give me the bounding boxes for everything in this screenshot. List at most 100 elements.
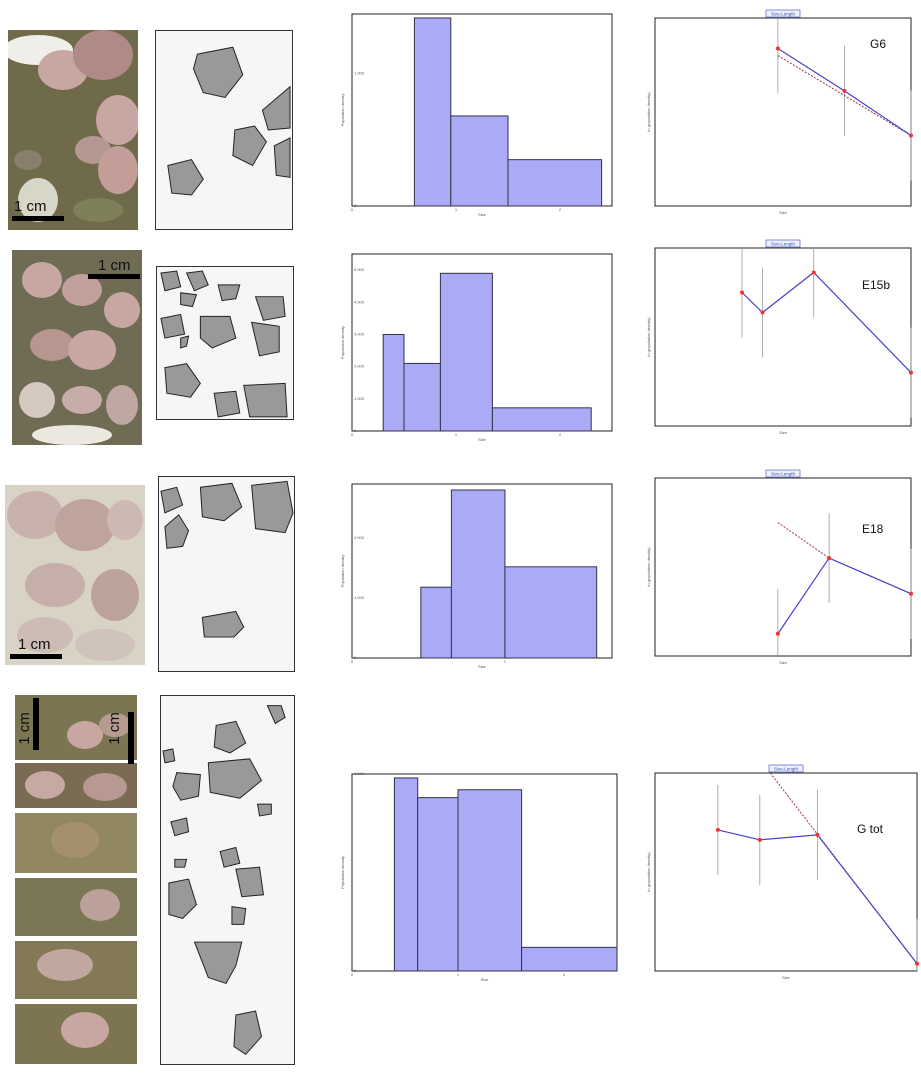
x-axis-label: Size (478, 212, 487, 217)
x-tick-label: 1 (504, 659, 507, 664)
x-tick-label: 2 (559, 207, 562, 212)
data-point (715, 827, 720, 832)
csd-series-line (741, 271, 912, 374)
scale-bar-label: 1 cm (15, 712, 33, 745)
x-axis-label: Size (782, 975, 791, 980)
data-point (760, 310, 765, 315)
y-tick-label: 2.000 (354, 364, 365, 369)
x-axis-label: Size (779, 660, 788, 665)
csd-chart: Size-Length ln (population density) Size (645, 469, 915, 670)
data-point (775, 46, 780, 51)
csd-chart: Size-Length ln (population density) Size (645, 9, 915, 220)
y-tick-label: 3.000 (354, 331, 365, 336)
fit-line (777, 55, 912, 136)
csd-series-line (717, 829, 918, 964)
x-axis-label: Size (478, 664, 487, 669)
chart-title-box (765, 239, 801, 248)
plot-frame (654, 247, 912, 427)
y-tick-label: 2.000 (354, 535, 365, 540)
y-tick-label: 0 (354, 968, 357, 973)
data-point (815, 832, 820, 837)
data-point (909, 591, 913, 596)
histogram-bar (403, 362, 441, 432)
y-tick-label: 5.000 (354, 267, 365, 272)
histogram-bar (507, 159, 603, 207)
rock-photo (5, 485, 145, 665)
histogram-bar (420, 586, 452, 659)
histogram-chart: Population density Size 0 1 2 0 1.000 (340, 10, 620, 220)
x-tick-label: 2 (559, 432, 562, 437)
y-axis-label: Population density (340, 856, 345, 889)
y-tick-label: 4.000 (354, 299, 365, 304)
y-axis-label: Population density (340, 555, 345, 588)
scale-bar-label: 1 cm (14, 198, 47, 215)
rock-photo (8, 30, 138, 230)
y-axis-label: ln (population density) (646, 547, 651, 587)
histogram-bar (521, 946, 618, 972)
y-axis-label: ln (population density) (646, 852, 651, 892)
scale-bar (10, 654, 62, 659)
y-tick-label: 0 (354, 428, 357, 433)
x-tick-label: 2 (563, 972, 566, 977)
x-tick-label: 1 (455, 207, 458, 212)
x-tick-label: 0 (351, 972, 354, 977)
chart-title-box (765, 469, 801, 478)
histogram-bar (393, 777, 419, 972)
x-tick-label: 0 (351, 659, 354, 664)
plot-frame (654, 477, 912, 657)
y-tick-label: 0 (354, 203, 357, 208)
y-tick-label: 1.000 (354, 771, 365, 776)
y-axis-label: Population density (340, 94, 345, 127)
data-point (775, 631, 780, 636)
histogram-chart: Population density Size 0 1 2 0 1.000 2.000 3.00… (340, 250, 620, 445)
data-point (909, 133, 913, 138)
traced-crystal-panel (155, 30, 293, 230)
sample-label-g6: G6 (870, 37, 887, 51)
csd-chart: Size-Length ln (population density) Size (645, 239, 915, 440)
x-axis-label: Size (779, 210, 788, 215)
scale-bar (33, 698, 39, 750)
data-point (915, 961, 919, 966)
histogram-bar (382, 333, 405, 432)
data-point (909, 370, 913, 375)
histogram-bar (450, 489, 506, 659)
chart-title: Size-Length (774, 766, 799, 771)
histogram-bar (417, 797, 459, 972)
traced-crystal-panel (160, 695, 295, 1065)
histogram-bar (491, 407, 592, 432)
sample-label-e15b: E15b (862, 278, 891, 292)
plot-frame (654, 772, 918, 972)
x-tick-label: 0 (351, 432, 354, 437)
data-point (842, 88, 847, 93)
histogram-bar (504, 566, 598, 659)
x-axis-label: Size (779, 430, 788, 435)
y-tick-label: 0 (354, 655, 357, 660)
sample-label-e18: E18 (862, 522, 884, 536)
scale-bar-label: 1 cm (98, 257, 131, 274)
y-tick-label: 1.000 (354, 595, 365, 600)
csd-chart: Size-Length ln (population density) Size (645, 764, 921, 985)
chart-title: Size-Length (771, 471, 796, 476)
scale-bar (12, 216, 64, 221)
scale-bar-label-2: 1 cm (105, 712, 123, 745)
histogram-chart: Population density Size 0 1 0 1.000 2.000 (340, 480, 620, 672)
traced-crystal-panel (158, 476, 295, 672)
histogram-bar (457, 789, 523, 972)
histogram-bar (450, 115, 509, 207)
chart-title-box (768, 764, 804, 773)
data-point (740, 290, 745, 295)
rock-photo-stack (15, 695, 137, 1065)
scale-bar-bottom (128, 712, 134, 764)
x-tick-label: 1 (455, 432, 458, 437)
rock-photo (12, 250, 142, 445)
x-axis-label: Size (481, 977, 490, 982)
sample-row-g-tot: 1 cm 1 cm Population density Size 0 1 2 0 1.00… (0, 690, 921, 1075)
data-point (811, 270, 816, 275)
histogram-bar (413, 17, 452, 207)
y-tick-label: 1.000 (354, 396, 365, 401)
chart-title-box (765, 9, 801, 18)
y-axis-label: ln (population density) (646, 317, 651, 357)
traced-crystal-panel (156, 266, 294, 420)
sample-row-e18: 1 cm Population density Size 0 1 0 1.000 2.000… (0, 469, 921, 672)
plot-frame (654, 17, 912, 207)
